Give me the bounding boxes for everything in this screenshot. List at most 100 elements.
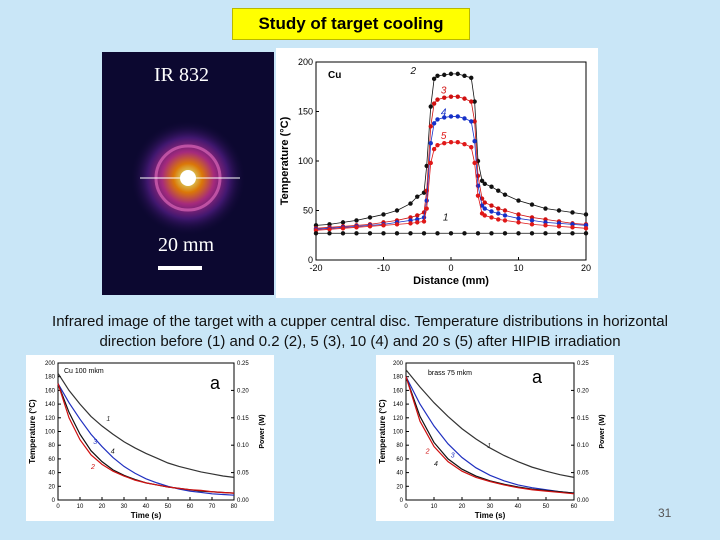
- data-point-5: [472, 160, 477, 166]
- y-tick-label: 100: [45, 430, 56, 436]
- data-point-4: [489, 209, 494, 214]
- x-tick-label: 70: [209, 504, 216, 510]
- data-point-5: [448, 139, 454, 145]
- slide-title: Study of target cooling: [232, 8, 470, 40]
- y-tick-label: 0: [308, 255, 313, 265]
- y2-tick-label: 0.10: [237, 443, 249, 449]
- data-point-3: [469, 99, 474, 104]
- data-point-4: [502, 213, 508, 218]
- data-point-4: [479, 203, 485, 208]
- data-point-1: [381, 231, 386, 236]
- data-point-2: [469, 75, 474, 81]
- ir-image: IR 832 20 mm: [102, 52, 274, 295]
- y-tick-label: 50: [303, 206, 313, 216]
- data-point-2: [583, 212, 589, 217]
- data-point-5: [462, 141, 467, 147]
- data-point-5: [496, 217, 501, 222]
- series-line-4: [405, 376, 575, 494]
- data-point-2: [455, 71, 460, 77]
- y-tick-label: 200: [298, 57, 313, 67]
- y-tick-label: 160: [45, 388, 56, 394]
- x-tick-label: 0: [448, 263, 453, 273]
- series-label-1: 1: [443, 212, 449, 223]
- series-label-3: 3: [441, 86, 447, 97]
- y-tick-label: 100: [393, 430, 404, 436]
- cu-cooling-chart: 0 10 20 30 40 50 60 70 80 0 20 40 60 80 100 120 140 160 18…: [26, 355, 274, 521]
- data-point-5: [408, 221, 413, 226]
- data-point-1: [502, 231, 508, 236]
- x-axis-label: Time (s): [131, 511, 162, 520]
- data-point-2: [435, 73, 440, 79]
- data-point-2: [354, 218, 359, 223]
- data-point-5: [431, 146, 437, 152]
- data-point-5: [489, 215, 494, 220]
- data-point-1: [448, 231, 454, 236]
- ir-title: IR 832: [154, 64, 209, 86]
- x-tick-label: 60: [187, 504, 194, 510]
- y2-tick-label: 0.20: [237, 388, 249, 394]
- data-point-4: [462, 116, 467, 121]
- series-line-1: [57, 372, 235, 478]
- data-point-2: [431, 76, 437, 82]
- x-tick-label: 10: [431, 504, 438, 510]
- data-point-3: [428, 124, 433, 129]
- y-tick-label: 160: [393, 388, 404, 394]
- x-tick-label: 0: [404, 504, 408, 510]
- data-point-5: [570, 225, 575, 230]
- data-point-5: [354, 225, 359, 230]
- data-point-5: [556, 224, 562, 229]
- y2-tick-label: 0.15: [237, 416, 249, 422]
- plot-frame: [315, 61, 587, 261]
- series-line-4: [315, 116, 587, 230]
- x-axis-label: Time (s): [475, 511, 506, 520]
- y-tick-label: 120: [393, 416, 404, 422]
- data-point-4: [529, 218, 535, 223]
- data-point-5: [327, 227, 332, 232]
- data-point-4: [455, 114, 460, 119]
- data-point-5: [435, 142, 440, 148]
- series-label-3: 3: [93, 439, 97, 446]
- data-point-3: [448, 94, 454, 99]
- data-point-2: [428, 104, 433, 109]
- data-point-1: [408, 231, 413, 236]
- data-point-4: [435, 117, 440, 122]
- data-point-2: [482, 181, 487, 186]
- data-point-2: [448, 71, 454, 77]
- data-point-4: [442, 115, 447, 120]
- x-tick-label: 30: [121, 504, 128, 510]
- data-point-4: [428, 140, 433, 146]
- ir-scale-label: 20 mm: [158, 234, 215, 256]
- data-point-2: [340, 220, 346, 225]
- data-point-2: [529, 202, 535, 207]
- y2-tick-label: 0.25: [237, 361, 249, 367]
- plot-frame: [57, 362, 235, 501]
- data-point-5: [469, 144, 474, 150]
- y2-tick-label: 0.05: [577, 471, 589, 477]
- y-tick-label: 120: [45, 416, 56, 422]
- x-tick-label: -20: [309, 263, 322, 273]
- corner-label: a: [532, 367, 543, 387]
- series-label-4: 4: [441, 107, 447, 118]
- data-point-3: [415, 213, 420, 218]
- y-tick-label: 80: [48, 443, 55, 449]
- data-point-2: [472, 99, 477, 104]
- legend-title: Cu 100 mkm: [64, 368, 104, 375]
- data-point-3: [516, 212, 521, 217]
- data-point-3: [455, 94, 460, 99]
- series-label-4: 4: [111, 448, 115, 455]
- data-point-2: [415, 194, 420, 199]
- caption-line-1: Infrared image of the target with a cupp…: [52, 313, 668, 330]
- y-tick-label: 0: [52, 498, 56, 504]
- data-point-3: [496, 206, 501, 211]
- data-point-3: [442, 95, 447, 100]
- data-point-5: [424, 206, 429, 211]
- x-tick-label: 20: [459, 504, 466, 510]
- x-tick-label: 50: [543, 504, 550, 510]
- series-label-5: 5: [441, 131, 447, 142]
- data-point-2: [496, 188, 501, 193]
- data-point-1: [394, 231, 400, 236]
- y2-tick-label: 0.10: [577, 443, 589, 449]
- corner-label: a: [210, 373, 221, 393]
- data-point-5: [583, 226, 589, 231]
- series-label-4: 4: [434, 461, 438, 468]
